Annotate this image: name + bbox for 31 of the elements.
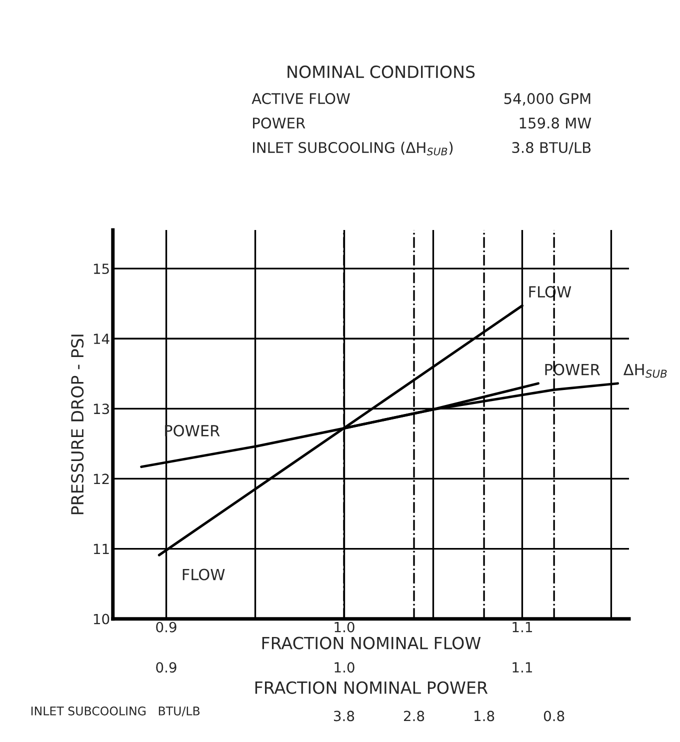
text: POWER xyxy=(253,118,306,129)
series-label: POWER xyxy=(545,364,600,376)
x-tick-label: 0.9 xyxy=(156,622,176,632)
text: FLOW xyxy=(182,568,225,580)
x-tick-label: 1.0 xyxy=(334,622,354,632)
text: 54,000 GPM xyxy=(504,93,590,106)
y-tick-label: 13 xyxy=(94,404,109,414)
y-tick-label: 11 xyxy=(94,544,109,554)
series-label: FLOW xyxy=(529,286,572,298)
text: FRACTION NOMINAL POWER xyxy=(255,681,488,694)
y-tick-label: 14 xyxy=(94,334,110,344)
text: 159.8 MW xyxy=(520,118,592,129)
text: 3.8 BTU/LB xyxy=(512,142,591,154)
chart-title: NOMINAL CONDITIONS xyxy=(288,66,475,78)
text: 1.0 xyxy=(334,662,354,673)
text: 1.1 xyxy=(512,662,532,672)
y-tick-label: 12 xyxy=(94,474,109,484)
text: INLET SUBCOOLING (ΔH$_{SUB}$) xyxy=(253,142,453,156)
text: ACTIVE FLOW xyxy=(252,93,350,104)
y-tick-label: 10 xyxy=(94,614,110,624)
x2-tick-label: 2.8 xyxy=(404,710,424,722)
text: 0.9 xyxy=(156,662,176,673)
x2-tick-label: 0.8 xyxy=(544,710,564,722)
series-label: ΔH$_{SUB}$ xyxy=(623,364,667,378)
x-axis-title: FRACTION NOMINAL FLOW xyxy=(262,636,481,650)
x2-axis-title: INLET SUBCOOLING BTU/LB xyxy=(31,706,200,716)
y-tick-label: 15 xyxy=(94,264,109,274)
y-axis-title: PRESSURE DROP - PSI xyxy=(71,334,84,514)
x2-tick-label: 1.8 xyxy=(474,710,494,722)
x-tick-label: 1.1 xyxy=(512,622,532,632)
x2-tick-label: 3.8 xyxy=(334,710,354,722)
